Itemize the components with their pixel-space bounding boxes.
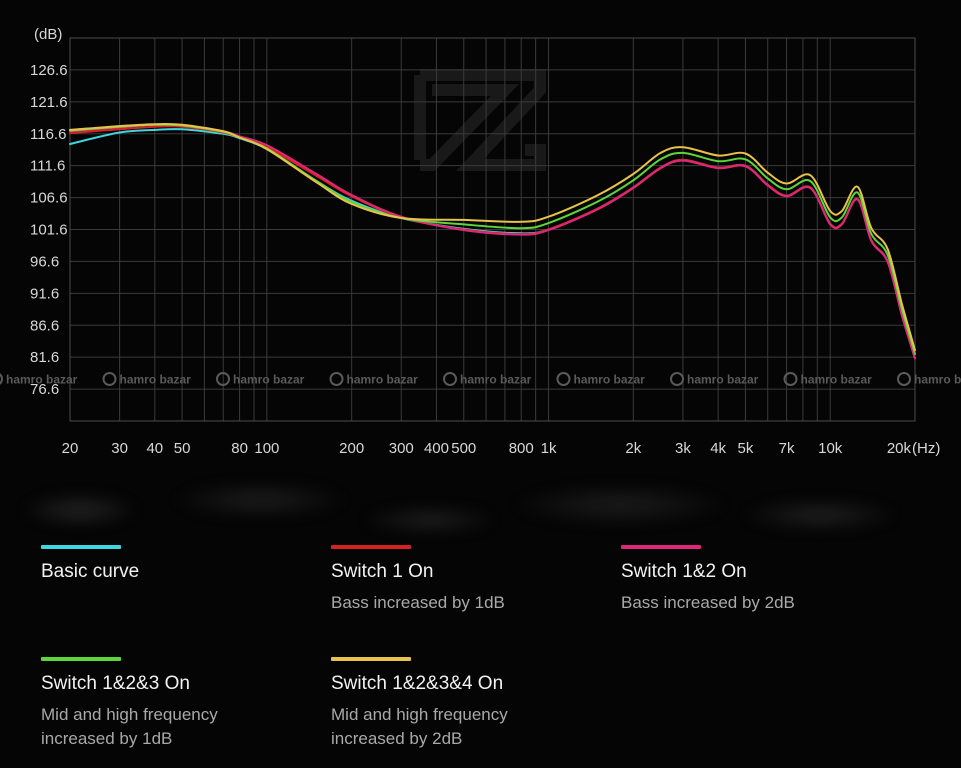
x-tick-label: 300 xyxy=(389,440,414,457)
y-tick-label: 106.6 xyxy=(30,190,68,207)
y-tick-label: 86.6 xyxy=(30,317,59,334)
watermark-text: hamro bazar xyxy=(801,373,873,387)
watermark-logo-icon xyxy=(783,372,798,386)
x-tick-label: 7k xyxy=(779,440,795,457)
x-tick-label: 500 xyxy=(451,440,476,457)
series-line-switch-1-2-3-4-on xyxy=(69,122,916,352)
watermark-logo-icon xyxy=(670,372,684,386)
watermark-row: hamro bazar hamro bazar hamro bazar hamro b… xyxy=(0,372,961,387)
watermark-text: hamro bazar xyxy=(914,373,961,387)
legend-swatch xyxy=(41,545,121,549)
legend-swatch xyxy=(331,657,411,661)
legend-item-switch-1-2-3-on: Switch 1&2&3 On Mid and high frequency i… xyxy=(41,657,301,751)
x-axis-ticks: 20 30 40 50 80 100 200 300 400 500 800 1k 2k 3k 4k 5k 7k… xyxy=(62,440,941,457)
x-axis-unit-label: (Hz) xyxy=(912,440,940,457)
x-tick-label: 5k xyxy=(737,440,753,457)
legend-item-switch-1-2-on: Switch 1&2 On Bass increased by 2dB xyxy=(621,545,881,615)
y-tick-label: 96.6 xyxy=(30,253,59,270)
legend-title: Switch 1 On xyxy=(331,561,434,582)
legend-description: Bass increased by 2dB xyxy=(621,593,795,612)
chart-grid xyxy=(69,37,916,422)
x-tick-label: 1k xyxy=(541,440,557,457)
x-tick-label: 800 xyxy=(509,440,534,457)
x-tick-label: 20 xyxy=(62,440,79,457)
watermark-text: hamro bazar xyxy=(6,373,78,387)
y-tick-label: 101.6 xyxy=(30,222,68,239)
legend-swatch xyxy=(331,545,411,549)
x-tick-label: 50 xyxy=(174,440,191,457)
watermark-logo-icon xyxy=(0,373,3,385)
x-tick-label: 400 xyxy=(424,440,449,457)
legend-description: Mid and high frequency increased by 2dB xyxy=(331,705,508,748)
y-axis-ticks: 126.6 121.6 116.6 111.6 106.6 101.6 96.6 91.6 86… xyxy=(30,62,68,398)
y-tick-label: 126.6 xyxy=(30,62,68,79)
watermark-logo-icon xyxy=(897,372,911,386)
watermark-text: hamro bazar xyxy=(347,373,419,387)
x-tick-label: 80 xyxy=(231,440,248,457)
watermark-logo-icon xyxy=(216,372,230,386)
plot-frame xyxy=(69,37,916,422)
legend-title: Basic curve xyxy=(41,561,140,582)
frequency-response-chart: hamro bazar hamro bazar hamro bazar hamro b… xyxy=(0,26,961,457)
x-tick-label: 30 xyxy=(111,440,128,457)
watermark-logo-icon xyxy=(443,372,457,386)
watermark-logo-icon xyxy=(556,372,571,386)
x-tick-label: 200 xyxy=(339,440,364,457)
series-group xyxy=(69,122,916,360)
legend-item-switch-1-2-3-4-on: Switch 1&2&3&4 On Mid and high frequency… xyxy=(331,657,591,751)
watermark-text: hamro bazar xyxy=(687,373,759,387)
legend-description: Bass increased by 1dB xyxy=(331,593,505,612)
legend-title: Switch 1&2&3&4 On xyxy=(331,673,504,694)
legend-item-basic-curve: Basic curve xyxy=(41,545,301,591)
x-tick-label: 100 xyxy=(254,440,279,457)
watermark-text: hamro bazar xyxy=(233,373,305,387)
y-tick-label: 111.6 xyxy=(30,158,65,175)
y-tick-label: 76.6 xyxy=(30,381,59,398)
y-tick-label: 81.6 xyxy=(30,349,59,366)
y-tick-label: 121.6 xyxy=(30,94,68,111)
legend-swatch xyxy=(621,545,701,549)
background-blur-band xyxy=(0,470,961,550)
watermark-text: hamro bazar xyxy=(120,373,192,387)
x-tick-label: 3k xyxy=(675,440,691,457)
legend-swatch xyxy=(41,657,121,661)
watermark-text: hamro bazar xyxy=(574,373,646,387)
x-tick-label: 10k xyxy=(818,440,843,457)
x-tick-label: 40 xyxy=(146,440,163,457)
x-tick-label: 20k xyxy=(887,440,912,457)
y-tick-label: 116.6 xyxy=(30,126,66,143)
legend-title: Switch 1&2&3 On xyxy=(41,673,190,694)
legend-item-switch-1-on: Switch 1 On Bass increased by 1dB xyxy=(331,545,591,615)
watermark-logo-icon xyxy=(329,372,344,386)
legend-title: Switch 1&2 On xyxy=(621,561,747,582)
brand-logo-watermark-icon xyxy=(414,69,546,171)
x-tick-label: 2k xyxy=(625,440,641,457)
watermark-text: hamro bazar xyxy=(460,373,532,387)
y-axis-unit-label: (dB) xyxy=(34,26,62,43)
x-tick-label: 4k xyxy=(710,440,726,457)
watermark-logo-icon xyxy=(102,372,117,386)
y-tick-label: 91.6 xyxy=(30,285,59,302)
legend-description: Mid and high frequency increased by 1dB xyxy=(41,705,218,748)
